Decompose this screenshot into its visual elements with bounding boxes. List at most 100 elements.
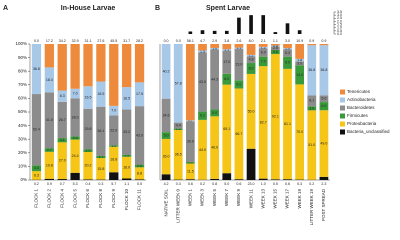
inset-bar [200,30,205,34]
bar-segment [109,115,119,146]
data-label: 6.0 [321,104,326,108]
data-label: 0.6 [236,182,241,186]
inset-tick-label: 1.0 [337,26,342,30]
x-tick-label: LITTER WEEK 0 [175,189,180,223]
data-label: 5.0 [321,97,326,101]
data-label: 36.5 [175,153,182,157]
bar-segment [134,179,145,180]
x-tick-label: WEEK 13 [260,189,265,209]
bar-segment [96,81,106,107]
legend-swatch [340,113,345,119]
data-label: 0.8 [273,44,278,48]
bar-segment [31,94,42,166]
bar-segment [234,47,244,50]
bar-segment [210,49,220,110]
bar-segment [270,45,280,47]
data-label: 1.0 [261,182,266,186]
bar-segment [70,44,80,89]
data-label: 41.0 [46,118,53,122]
data-label: 40.2 [163,69,170,73]
bar-segment [198,52,207,112]
bar-segment [307,110,317,180]
bar-segment [31,165,42,172]
bar-segment [258,56,268,67]
data-label: 7.0 [261,59,266,63]
bar-segment [283,68,292,180]
bar-segment [57,138,67,143]
bar-segment [134,164,145,168]
data-label: 18.8 [110,157,117,161]
x-tick-label: WEEK 7 [224,189,229,207]
bar-segment [122,154,132,157]
data-label: 1.2 [261,46,266,50]
data-label: 6.1 [200,114,205,118]
data-label: 7.0 [73,91,78,95]
bar-segment [173,122,183,129]
data-label: 0.3 [297,182,302,186]
bar-segment [57,142,67,180]
bar-segment [70,139,80,173]
data-label: 0.9 [47,182,52,186]
data-label: 0.4 [86,182,91,186]
bar-segment [222,50,232,74]
data-label: 18.5 [97,92,104,96]
inset-tick-label: 0.5 [337,29,342,33]
data-label: 2.4 [73,136,78,140]
bar-segment [122,87,132,110]
bar-segment [44,44,54,68]
data-label: 3.0 [273,50,278,54]
data-label: 81.1 [284,122,291,126]
bar-segment [83,86,93,109]
data-label: 46.0 [211,146,218,150]
legend-label: Proteobacteria [347,121,377,126]
bar-segment [185,163,195,180]
inset-bar [237,17,241,34]
data-label: 17.0 [223,60,230,64]
bar-segment [44,148,54,152]
x-tick-label: WEEK 5 [212,189,217,207]
data-label: 1.7 [98,155,103,159]
data-label: 0.7 [188,119,193,123]
bar-segment [44,92,54,149]
x-tick-label: NATIVE SOIL [163,189,168,217]
data-label: 22.0 [110,128,117,132]
data-label: 6.0 [261,51,266,55]
data-label: 30.0 [187,140,194,144]
data-label: 0.5 [137,182,142,186]
data-label: 44.0 [199,148,206,152]
figure: A In-House Larvae B Spent Larvae 0% 10% 20… [3,5,390,225]
bar-segment [134,106,145,165]
bar-segment [57,90,67,102]
bar-segment [134,167,145,180]
bar-segment [319,44,329,46]
data-label: 27.0 [59,159,66,163]
x-tick-label: FLOCK 1 [34,189,39,208]
data-label: 55.0 [248,109,255,113]
data-label: 31.7 [123,39,130,43]
data-label: 11.5 [187,169,194,173]
bar-segment [122,109,132,155]
data-label: 57.8 [175,81,182,85]
bar-segment [70,88,80,99]
bar-segment [96,44,106,82]
legend-label: Bacteroidetes [347,105,375,110]
x-tick-label: FLOCK 4 [59,189,64,208]
bar-segment [185,120,195,122]
bar-segment [258,46,268,49]
bar-segment [319,110,329,177]
bar-segment [44,178,54,180]
data-label: 16.5 [123,96,130,100]
data-label: 2.9 [212,39,217,43]
y-tick-label: 80% [18,68,27,73]
inset-tick-label: 2.0 [337,19,342,23]
data-label: 0.3 [98,182,103,186]
bar-segment [173,128,183,130]
bar-segment [198,50,207,53]
x-tick-label: WEEK 15 [273,189,278,209]
bar-segment [246,44,256,55]
bar-segment [57,101,67,139]
legend-swatch [340,129,345,135]
data-label: 36.8 [308,68,315,72]
bar-segment [283,49,292,57]
data-label: 8.0 [249,39,254,43]
